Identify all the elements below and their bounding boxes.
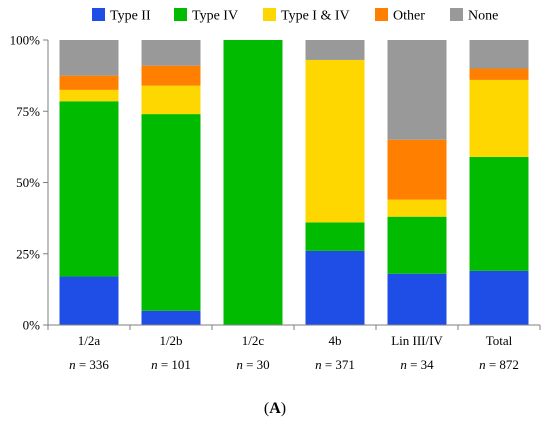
bar-1-2b-none (141, 40, 201, 66)
bar-1-2a-other (59, 75, 119, 90)
y-tick-label: 25% (16, 246, 40, 261)
bar-1-2a-type-i-iv (59, 89, 119, 102)
axes: 0% 25% 50% 75% 100% (10, 33, 541, 333)
bar-lin-iii-iv-type-ii (387, 273, 447, 325)
bar-1-2b-other (141, 65, 201, 86)
bar-total-type-iv (469, 156, 529, 271)
legend-label: Type II (110, 9, 151, 24)
bar-1-2c-type-iv (223, 40, 283, 325)
y-tick-label: 0% (23, 318, 41, 333)
sample-size-label: n = 371 (315, 357, 355, 372)
bar-total-type-ii (469, 270, 529, 325)
bar-lin-iii-iv-type-iv (387, 216, 447, 274)
chart-legend: Type II Type IV Type I & IV Other None (92, 8, 498, 24)
bar-4b-type-iv (305, 222, 365, 251)
bar-4b-none (305, 40, 365, 60)
legend-swatch (263, 8, 276, 21)
legend-item-none: None (450, 8, 498, 24)
sample-size-label: n = 336 (69, 357, 109, 372)
bar-4b-type-i-iv (305, 59, 365, 223)
bar-lin-iii-iv-none (387, 40, 447, 140)
bar-1-2a-none (59, 40, 119, 76)
legend-swatch (174, 8, 187, 21)
legend-item-type-i-iv: Type I & IV (263, 8, 350, 24)
legend-item-other: Other (375, 8, 425, 24)
y-tick-label: 75% (16, 104, 40, 119)
bar-1-2a-type-ii (59, 276, 119, 325)
category-label: Total (486, 333, 513, 348)
sample-size-label: n = 872 (479, 357, 519, 372)
category-label: 1/2b (159, 333, 182, 348)
category-label: 4b (329, 333, 342, 348)
sample-size-label: n = 30 (236, 357, 269, 372)
sample-size-label: n = 34 (400, 357, 434, 372)
category-label: Lin III/IV (391, 333, 443, 348)
legend-label: None (468, 9, 498, 24)
bar-1-2a-type-iv (59, 101, 119, 277)
legend-swatch (375, 8, 388, 21)
bar-1-2b-type-i-iv (141, 85, 201, 115)
bar-total-none (469, 40, 529, 69)
bars-area (59, 40, 529, 325)
bar-1-2b-type-ii (141, 310, 201, 325)
category-label: 1/2a (78, 333, 101, 348)
bar-1-2b-type-iv (141, 114, 201, 311)
legend-item-type-iv: Type IV (174, 8, 238, 24)
figure-caption: (A) (264, 400, 286, 417)
y-tick-label: 50% (16, 175, 40, 190)
y-tick-label: 100% (10, 33, 41, 48)
bar-lin-iii-iv-other (387, 139, 447, 200)
sample-size-label: n = 101 (151, 357, 191, 372)
bar-total-other (469, 68, 529, 80)
legend-swatch (92, 8, 105, 21)
legend-item-type-ii: Type II (92, 8, 151, 24)
legend-label: Type IV (192, 9, 238, 24)
x-axis-labels: 1/2a n = 336 1/2b n = 101 1/2c n = 30 4b n = 37… (69, 333, 519, 372)
bar-lin-iii-iv-type-i-iv (387, 199, 447, 217)
legend-swatch (450, 8, 463, 21)
legend-label: Other (393, 9, 425, 24)
category-label: 1/2c (242, 333, 265, 348)
bar-total-type-i-iv (469, 79, 529, 157)
legend-label: Type I & IV (281, 9, 350, 24)
bar-4b-type-ii (305, 250, 365, 325)
